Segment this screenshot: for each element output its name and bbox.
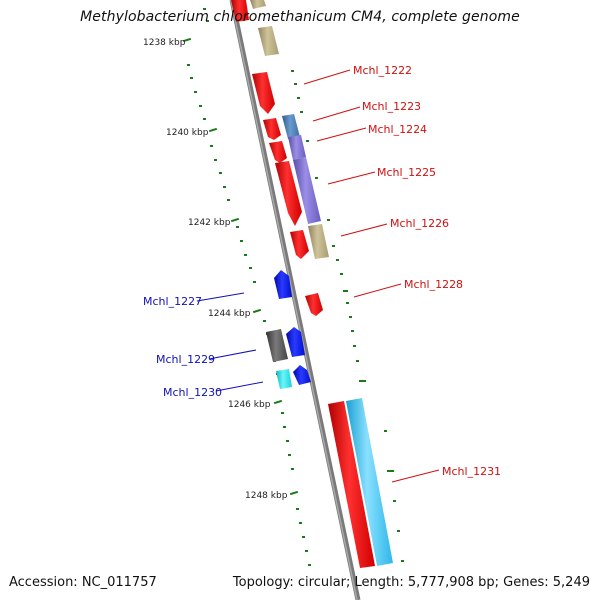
gene-label[interactable]: Mchl_1228 [404, 278, 463, 291]
tick-label: 1248 kbp [245, 491, 288, 501]
gene-label[interactable]: Mchl_1230 [163, 386, 222, 399]
gene-label[interactable]: Mchl_1226 [390, 217, 449, 230]
gene-label[interactable]: Mchl_1231 [442, 465, 501, 478]
gene-label[interactable]: Mchl_1222 [353, 64, 412, 77]
gene-blue-1230[interactable] [293, 365, 311, 385]
gene-red-1225[interactable] [275, 161, 302, 226]
genes-reverse [266, 270, 311, 389]
gene-label[interactable]: Mchl_1225 [377, 166, 436, 179]
gene-red-1231[interactable] [328, 401, 375, 568]
gene-purple-1225b[interactable] [293, 157, 321, 224]
gene-red-1228[interactable] [305, 293, 323, 316]
leader-lines [196, 69, 440, 483]
genes-forward [231, 0, 393, 568]
gene-label[interactable]: Mchl_1224 [368, 123, 427, 136]
gene-khaki-1226[interactable] [308, 224, 329, 259]
gene-red-1223[interactable] [263, 118, 281, 140]
gene-sky-1231[interactable] [346, 398, 393, 566]
major-ticks [182, 37, 299, 496]
gene-cyan-1230[interactable] [276, 369, 292, 389]
gene-top-khaki-2[interactable] [258, 26, 279, 56]
tick-label: 1246 kbp [228, 400, 271, 410]
gene-top-red-2[interactable] [252, 72, 275, 114]
genome-backbone [229, 0, 361, 600]
accession-label: Accession: NC_011757 [9, 575, 157, 590]
gene-red-1224b[interactable] [269, 141, 287, 163]
gene-label[interactable]: Mchl_1223 [362, 100, 421, 113]
gene-top-red-1[interactable] [231, 0, 249, 22]
genome-stats: Topology: circular; Length: 5,777,908 bp… [232, 575, 590, 590]
gene-blue-1229[interactable] [286, 327, 305, 357]
gene-blue-1227[interactable] [274, 270, 292, 299]
gene-gray-1229[interactable] [266, 329, 288, 362]
tick-label: 1244 kbp [208, 309, 251, 319]
tick-label: 1238 kbp [143, 38, 186, 48]
gene-purple-1225a[interactable] [288, 135, 306, 160]
map-title: Methylobacterium chloromethanicum CM4, c… [80, 9, 520, 25]
gene-label[interactable]: Mchl_1229 [156, 353, 215, 366]
gene-top-khaki-1[interactable] [250, 0, 266, 9]
gene-red-1226[interactable] [290, 230, 309, 259]
tick-label: 1242 kbp [188, 218, 231, 228]
gene-steel-1224[interactable] [282, 114, 300, 139]
tick-label: 1240 kbp [166, 128, 209, 138]
gene-label[interactable]: Mchl_1227 [143, 295, 202, 308]
scale-track-right [291, 70, 404, 562]
